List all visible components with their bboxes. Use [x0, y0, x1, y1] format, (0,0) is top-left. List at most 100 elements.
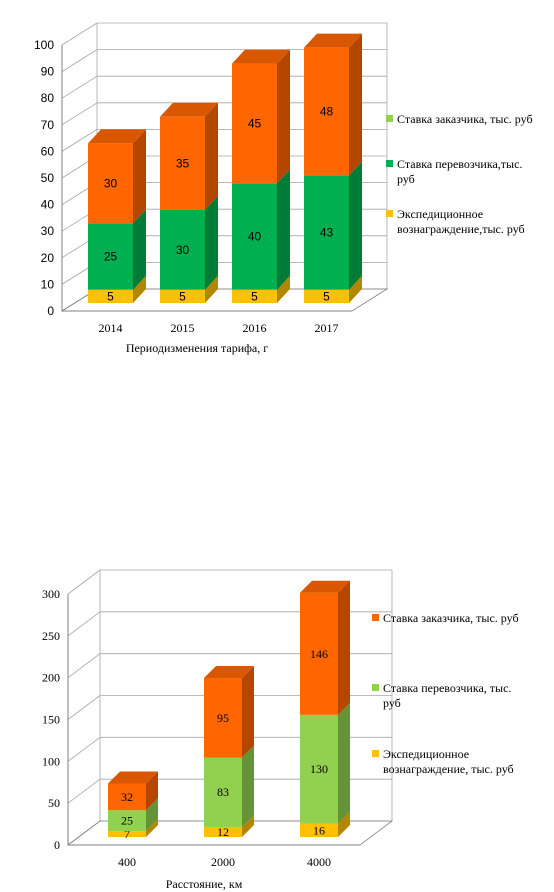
data-label: 16	[313, 823, 325, 837]
side-wall-line	[67, 695, 101, 720]
bar-side	[205, 195, 218, 290]
bar-side	[133, 129, 146, 224]
bar-side	[205, 275, 218, 303]
bar-segment	[88, 143, 133, 224]
x-category-label: 2014	[99, 321, 123, 335]
y-tick-label: 70	[41, 118, 55, 132]
side-wall-line	[61, 75, 98, 99]
legend-label: Ставка перевозчика,тыс.	[397, 157, 522, 171]
bar-side	[349, 275, 362, 303]
data-label: 32	[121, 790, 133, 804]
bar-side	[277, 49, 290, 184]
bar-segment	[232, 183, 277, 290]
y-tick-label: 90	[41, 65, 55, 79]
legend-label: Ставка заказчика, тыс. руб	[397, 112, 533, 126]
bar-segment	[108, 831, 146, 837]
x-axis-title: Расстояние, км	[166, 877, 243, 891]
data-label: 43	[320, 226, 334, 240]
bar-side	[338, 702, 350, 824]
bar-top	[300, 580, 350, 593]
bar-top	[304, 33, 362, 48]
bar-segment	[108, 783, 146, 811]
side-wall-line	[67, 569, 101, 595]
legend-label: руб	[397, 172, 415, 186]
bar-side	[205, 102, 218, 210]
y-tick-label: 0	[47, 304, 54, 318]
bar-top	[232, 49, 290, 64]
y-tick-label: 250	[42, 629, 60, 643]
legend-swatch	[372, 614, 379, 621]
chart-2: 0 50 100 150 200 250 300 725 32 400 12 83 95 2000 16 13…	[42, 569, 519, 891]
bar-top	[160, 102, 218, 117]
bar-segment	[300, 823, 338, 837]
bar-side	[242, 745, 254, 827]
bar-side	[277, 169, 290, 290]
side-wall-line	[61, 129, 98, 152]
bar-side	[133, 275, 146, 303]
y-tick-label: 30	[41, 224, 55, 238]
x-category-label: 2015	[171, 321, 195, 335]
bar-segment	[304, 175, 349, 290]
bar-stack-2000: 12 83 95	[204, 666, 254, 839]
legend-label: Экспедиционное	[383, 747, 469, 761]
bar-stack-2015: 5 30 35	[160, 102, 218, 303]
bar-segment	[232, 63, 277, 184]
data-label: 7	[124, 827, 130, 841]
data-label: 45	[248, 116, 262, 130]
bar-stack-2017: 5 43 48	[304, 33, 362, 303]
data-label: 48	[320, 104, 334, 118]
data-label: 5	[323, 289, 330, 303]
legend-label: Ставка заказчика, тыс. руб	[383, 611, 519, 625]
legend-label: вознаграждение, тыс. руб	[383, 762, 514, 776]
data-label: 5	[179, 289, 186, 303]
y-tick-label: 0	[54, 838, 60, 852]
bar-segment	[304, 289, 349, 303]
data-label: 5	[251, 289, 258, 303]
y-tick-label: 80	[41, 91, 55, 105]
data-label: 130	[310, 762, 328, 776]
bar-segment	[204, 757, 242, 827]
legend-swatch	[386, 160, 393, 167]
bar-side	[277, 275, 290, 303]
x-category-label: 2000	[211, 855, 235, 869]
data-label: 25	[104, 249, 118, 263]
x-axis-title: Периодизменения тарифа, г	[126, 341, 268, 355]
x-category-label: 400	[118, 855, 136, 869]
data-label: 12	[217, 825, 229, 839]
legend-label: вознаграждение,тыс. руб	[397, 222, 525, 236]
legend-label: руб	[383, 696, 401, 710]
bar-segment	[88, 289, 133, 303]
legend-swatch	[372, 750, 379, 757]
data-label: 35	[176, 156, 190, 170]
data-label: 146	[310, 647, 328, 661]
bar-side	[242, 666, 254, 758]
bar-side	[146, 798, 158, 832]
bar-segment	[160, 209, 205, 290]
legend-label: Экспедиционное	[397, 207, 483, 221]
bar-segment	[232, 289, 277, 303]
y-tick-label: 60	[41, 144, 55, 158]
legend-swatch	[386, 210, 393, 217]
bar-top	[204, 666, 254, 679]
bar-side	[349, 33, 362, 176]
data-label: 30	[104, 176, 118, 190]
bar-stack-2014: 5 25 30	[88, 129, 146, 303]
data-label: 40	[248, 230, 262, 244]
bar-segment	[300, 592, 338, 715]
y-tick-label: 300	[42, 587, 60, 601]
y-tick-label: 150	[42, 713, 60, 727]
x-category-label: 2017	[315, 321, 339, 335]
bar-segment	[108, 810, 146, 832]
legend: Ставка заказчика, тыс. руб Ставка перевоз…	[372, 611, 519, 776]
legend-label: Ставка перевозчика, тыс.	[383, 681, 511, 695]
y-tick-label: 40	[41, 198, 55, 212]
x-category-label: 2016	[243, 321, 267, 335]
bar-stack-400: 725 32	[108, 771, 158, 841]
bar-side	[349, 161, 362, 290]
bar-stack-4000: 16 130 146	[300, 580, 350, 837]
bar-segment	[204, 826, 242, 837]
x-category-label: 4000	[307, 855, 331, 869]
bar-segment	[160, 289, 205, 303]
bar-side	[242, 814, 254, 837]
